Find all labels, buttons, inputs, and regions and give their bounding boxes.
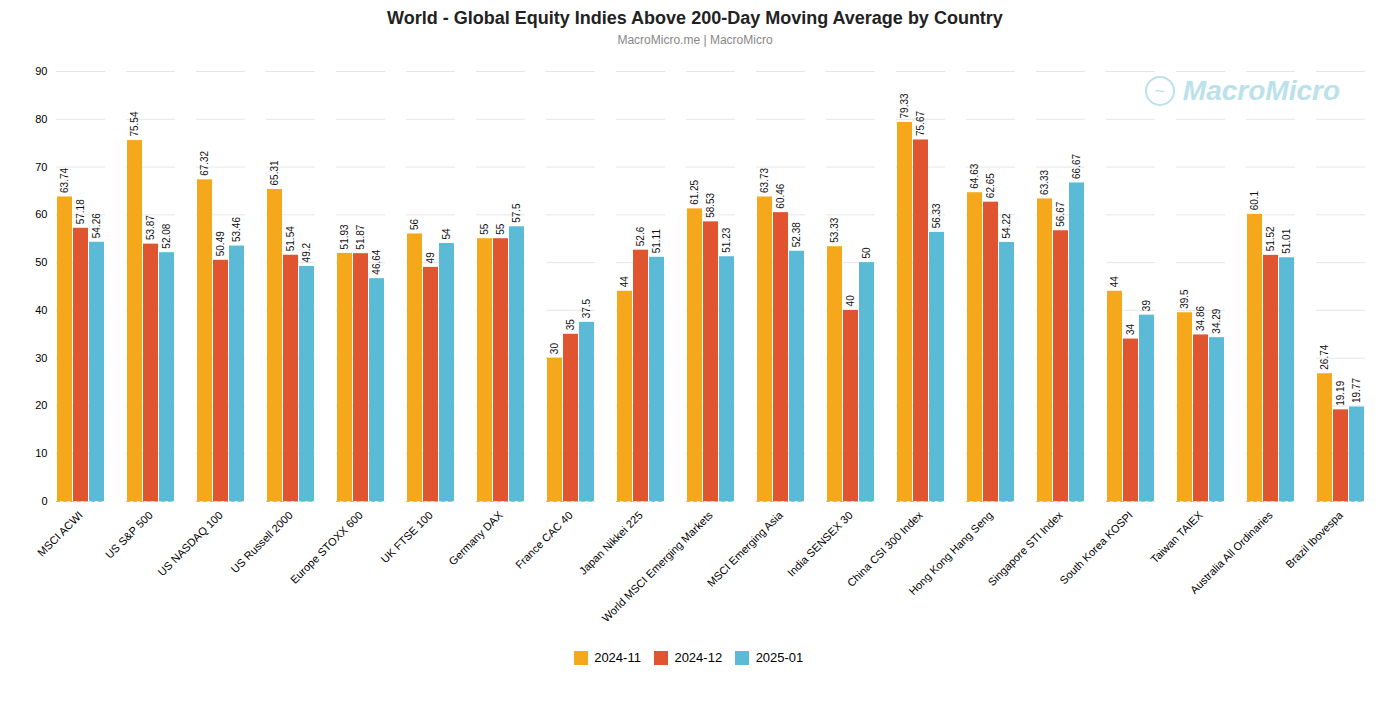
svg-text:51.54: 51.54 [285, 226, 296, 251]
svg-text:34.86: 34.86 [1195, 305, 1206, 330]
svg-text:51.11: 51.11 [651, 229, 662, 254]
svg-text:54.22: 54.22 [1001, 213, 1012, 238]
svg-text:63.33: 63.33 [1039, 169, 1050, 194]
svg-text:53.87: 53.87 [145, 215, 156, 240]
svg-text:54: 54 [441, 228, 452, 240]
svg-text:51.87: 51.87 [355, 224, 366, 249]
html-text:2025-01: 2025-01 [755, 650, 804, 665]
svg-text:Taiwan TAIEX: Taiwan TAIEX [1148, 508, 1205, 565]
html-text:World - Global Equity Indies A: World - Global Equity Indies Above 200-D… [387, 8, 1003, 28]
svg-text:56: 56 [409, 218, 420, 230]
svg-text:57.18: 57.18 [75, 199, 86, 224]
svg-text:49.2: 49.2 [301, 243, 312, 263]
svg-text:39: 39 [1141, 300, 1152, 312]
html-text:2024-11: 2024-11 [594, 650, 641, 665]
svg-text:China CSI 300 Index: China CSI 300 Index [845, 508, 926, 589]
svg-text:37.5: 37.5 [581, 298, 592, 318]
svg-text:62.65: 62.65 [985, 173, 996, 198]
svg-text:South Korea KOSPI: South Korea KOSPI [1057, 509, 1135, 587]
html-text:2024-12: 2024-12 [674, 650, 723, 665]
svg-text:MSCI Emerging Asia: MSCI Emerging Asia [705, 508, 786, 589]
svg-text:34.29: 34.29 [1211, 308, 1222, 333]
svg-text:52.6: 52.6 [635, 226, 646, 246]
svg-text:50: 50 [861, 247, 872, 259]
svg-text:66.67: 66.67 [1071, 154, 1082, 179]
svg-text:63.74: 63.74 [59, 168, 70, 193]
svg-text:75.54: 75.54 [129, 111, 140, 136]
svg-text:44: 44 [619, 276, 630, 288]
svg-text:53.46: 53.46 [231, 217, 242, 242]
svg-text:52.08: 52.08 [161, 223, 172, 248]
svg-text:51.52: 51.52 [1265, 226, 1276, 251]
svg-text:61.25: 61.25 [689, 179, 700, 204]
svg-text:55: 55 [495, 223, 506, 235]
svg-text:60.1: 60.1 [1249, 190, 1260, 210]
svg-text:50.49: 50.49 [215, 231, 226, 256]
svg-text:India SENSEX 30: India SENSEX 30 [785, 509, 855, 579]
svg-text:49: 49 [425, 252, 436, 264]
svg-text:46.64: 46.64 [371, 249, 382, 274]
html-text:MacroMicro: MacroMicro [1182, 75, 1340, 106]
svg-text:39.5: 39.5 [1179, 289, 1190, 309]
svg-text:20: 20 [35, 399, 47, 411]
svg-text:10: 10 [35, 447, 47, 459]
svg-text:26.74: 26.74 [1319, 344, 1330, 369]
svg-text:MSCI ACWI: MSCI ACWI [35, 509, 85, 559]
svg-text:Australia All Ordinaries: Australia All Ordinaries [1188, 508, 1276, 596]
svg-text:40: 40 [35, 304, 47, 316]
svg-text:64.63: 64.63 [969, 163, 980, 188]
svg-text:UK FTSE 100: UK FTSE 100 [378, 509, 434, 565]
svg-text:56.67: 56.67 [1055, 201, 1066, 226]
svg-text:France CAC 40: France CAC 40 [513, 509, 575, 571]
svg-text:58.53: 58.53 [705, 192, 716, 217]
html-text:MacroMicro.me | MacroMicro: MacroMicro.me | MacroMicro [617, 33, 773, 47]
svg-text:51.93: 51.93 [339, 224, 350, 249]
svg-text:54.26: 54.26 [91, 213, 102, 238]
svg-text:55: 55 [479, 223, 490, 235]
svg-text:35: 35 [565, 319, 576, 331]
svg-text:51.23: 51.23 [721, 227, 732, 252]
svg-text:51.01: 51.01 [1281, 228, 1292, 253]
svg-text:19.77: 19.77 [1351, 378, 1362, 403]
svg-text:40: 40 [845, 295, 856, 307]
svg-text:Brazil Ibovespa: Brazil Ibovespa [1283, 508, 1345, 570]
svg-text:57.5: 57.5 [511, 203, 522, 223]
svg-text:79.33: 79.33 [899, 93, 910, 118]
svg-text:Hong Kong Hang Seng: Hong Kong Hang Seng [906, 509, 994, 597]
svg-text:75.67: 75.67 [915, 111, 926, 136]
svg-text:53.33: 53.33 [829, 217, 840, 242]
svg-text:60: 60 [35, 208, 47, 220]
svg-text:70: 70 [35, 161, 47, 173]
svg-text:US NASDAQ 100: US NASDAQ 100 [155, 509, 224, 578]
svg-text:19.19: 19.19 [1335, 380, 1346, 405]
svg-text:80: 80 [35, 113, 47, 125]
svg-text:30: 30 [549, 343, 560, 355]
svg-text:30: 30 [35, 352, 47, 364]
svg-text:90: 90 [35, 65, 47, 77]
svg-text:World MSCI Emerging Markets: World MSCI Emerging Markets [599, 508, 715, 624]
svg-text:50: 50 [35, 256, 47, 268]
svg-text:Europe STOXX 600: Europe STOXX 600 [288, 509, 365, 586]
svg-text:60.46: 60.46 [775, 183, 786, 208]
svg-text:US S&P 500: US S&P 500 [103, 509, 155, 561]
svg-text:65.31: 65.31 [269, 160, 280, 185]
svg-text:52.38: 52.38 [791, 222, 802, 247]
svg-text:Japan Nikkei 225: Japan Nikkei 225 [577, 509, 645, 577]
svg-text:0: 0 [41, 495, 47, 507]
svg-text:67.32: 67.32 [199, 150, 210, 175]
svg-text:56.33: 56.33 [931, 203, 942, 228]
svg-text:Singapore STI Index: Singapore STI Index [985, 508, 1065, 588]
svg-text:Germany DAX: Germany DAX [446, 508, 505, 567]
svg-text:63.73: 63.73 [759, 168, 770, 193]
svg-text:44: 44 [1109, 276, 1120, 288]
svg-text:US Russell 2000: US Russell 2000 [228, 509, 294, 575]
svg-text:34: 34 [1125, 323, 1136, 335]
